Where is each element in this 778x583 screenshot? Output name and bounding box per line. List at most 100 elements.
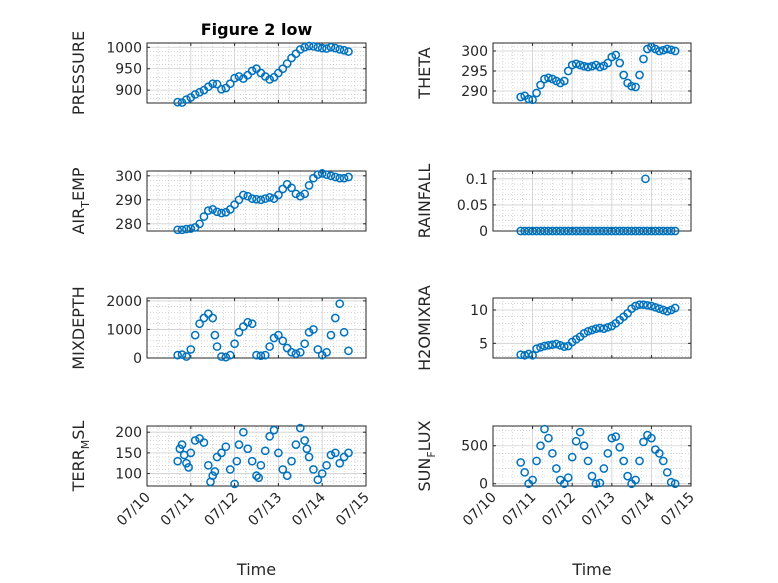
- data-point: [524, 94, 533, 104]
- y-axis-label: H2OMIXRA: [415, 285, 434, 371]
- data-point: [635, 456, 644, 466]
- data-point: [282, 471, 292, 481]
- data-point: [184, 463, 193, 472]
- data-point: [647, 433, 656, 443]
- x-tick-label: 07/12: [202, 490, 242, 530]
- data-point: [322, 44, 331, 53]
- data-point: [177, 440, 187, 449]
- y-tick-label: 0: [479, 477, 488, 493]
- y-axis-label-main: H2OMIXRA: [415, 285, 434, 371]
- data-point: [615, 58, 625, 68]
- data-point: [300, 436, 310, 445]
- data-point: [217, 352, 226, 361]
- data-point: [225, 465, 235, 474]
- data-point: [282, 343, 292, 353]
- data-point: [559, 76, 569, 86]
- data-point: [552, 339, 561, 349]
- data-point: [247, 66, 257, 76]
- data-point: [282, 59, 292, 68]
- data-point: [595, 323, 605, 333]
- y-tick-label: 900: [115, 83, 142, 99]
- y-tick-label: 2000: [106, 294, 142, 310]
- data-point: [254, 473, 264, 483]
- data-point: [304, 452, 314, 462]
- y-tick-label: 290: [115, 193, 142, 209]
- x-tick-label: 07/11: [158, 490, 198, 530]
- data-series: [516, 42, 680, 105]
- data-point: [208, 471, 218, 481]
- y-tick-label: 200: [115, 425, 142, 441]
- data-series: [516, 174, 680, 236]
- data-point: [647, 301, 656, 311]
- data-point: [536, 342, 545, 352]
- data-point: [190, 330, 200, 340]
- y-axis-label: PRESSURE: [69, 31, 88, 115]
- data-point: [302, 444, 312, 454]
- data-point: [313, 475, 323, 485]
- y-tick-label: 300: [461, 44, 488, 60]
- data-point: [225, 79, 235, 89]
- data-point: [287, 53, 296, 63]
- data-series: [173, 41, 353, 107]
- y-tick-label: 5: [479, 336, 488, 352]
- y-tick-label: 500: [461, 439, 488, 455]
- data-point: [278, 64, 288, 74]
- y-tick-label: 1000: [106, 40, 142, 56]
- data-point: [595, 478, 605, 488]
- data-point: [203, 309, 213, 319]
- data-point: [177, 225, 187, 235]
- data-point: [339, 173, 349, 183]
- data-point: [234, 440, 244, 449]
- subplot-7: 100 150 200 07/10 07/11 07/12 07/13 07/14 07/15 T…: [69, 421, 373, 579]
- data-point: [309, 325, 318, 334]
- y-tick-label: 0.05: [457, 198, 488, 214]
- data-point: [182, 95, 191, 104]
- data-point: [520, 467, 530, 477]
- data-point: [252, 64, 261, 74]
- data-point: [532, 456, 541, 466]
- data-point: [603, 58, 613, 68]
- data-point: [295, 423, 305, 433]
- data-point: [210, 330, 220, 340]
- data-point: [670, 303, 680, 313]
- data-point: [615, 442, 625, 452]
- y-tick-label: 0: [133, 351, 142, 367]
- data-point: [662, 467, 672, 477]
- data-point: [639, 437, 648, 447]
- data-point: [186, 448, 196, 458]
- data-point: [212, 207, 222, 217]
- data-point: [651, 302, 660, 312]
- data-point: [234, 195, 244, 205]
- y-axis-label-main: SUN: [415, 458, 434, 492]
- data-point: [344, 172, 353, 182]
- data-point: [658, 456, 668, 466]
- axes-frame: [146, 170, 367, 232]
- data-point: [567, 452, 577, 462]
- x-tick-label: 07/14: [618, 489, 658, 529]
- data-point: [662, 306, 672, 316]
- x-tick-label: 07/15: [333, 490, 373, 530]
- y-axis-label: TERRMSL: [69, 421, 92, 493]
- data-point: [544, 340, 553, 350]
- data-point: [243, 444, 253, 454]
- data-point: [287, 183, 296, 193]
- data-point: [295, 191, 305, 201]
- data-point: [278, 184, 288, 194]
- data-point: [540, 424, 549, 434]
- data-point: [309, 42, 318, 51]
- data-point: [252, 471, 261, 481]
- x-tick-label: 07/11: [500, 490, 540, 530]
- data-point: [217, 448, 226, 458]
- y-tick-label: 300: [115, 169, 142, 185]
- data-point: [627, 81, 636, 91]
- axes-frame: [146, 425, 367, 487]
- data-point: [173, 97, 183, 107]
- data-point: [265, 75, 274, 84]
- data-point: [532, 88, 541, 98]
- data-point: [603, 322, 613, 332]
- data-point: [666, 226, 676, 236]
- data-point: [221, 83, 231, 93]
- data-point: [256, 195, 266, 205]
- data-point: [212, 342, 222, 351]
